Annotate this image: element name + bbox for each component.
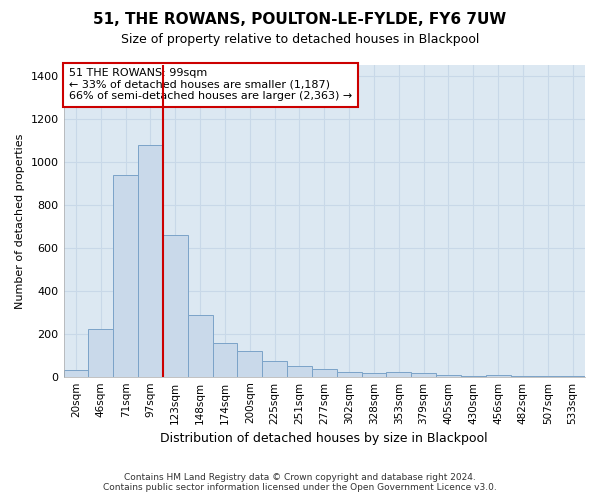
Text: Contains HM Land Registry data © Crown copyright and database right 2024.
Contai: Contains HM Land Registry data © Crown c…	[103, 473, 497, 492]
Bar	[386, 372, 411, 376]
X-axis label: Distribution of detached houses by size in Blackpool: Distribution of detached houses by size …	[160, 432, 488, 445]
Bar	[113, 174, 138, 376]
Bar	[163, 235, 188, 376]
Y-axis label: Number of detached properties: Number of detached properties	[15, 133, 25, 308]
Bar	[337, 372, 362, 376]
Bar	[436, 375, 461, 376]
Bar	[411, 374, 436, 376]
Bar	[287, 366, 312, 376]
Bar	[138, 144, 163, 376]
Bar	[362, 374, 386, 376]
Bar	[312, 369, 337, 376]
Bar	[88, 330, 113, 376]
Bar	[485, 375, 511, 376]
Bar	[262, 360, 287, 376]
Bar	[64, 370, 88, 376]
Bar	[212, 344, 238, 376]
Text: 51, THE ROWANS, POULTON-LE-FYLDE, FY6 7UW: 51, THE ROWANS, POULTON-LE-FYLDE, FY6 7U…	[94, 12, 506, 28]
Bar	[238, 351, 262, 376]
Bar	[188, 316, 212, 376]
Text: 51 THE ROWANS: 99sqm
← 33% of detached houses are smaller (1,187)
66% of semi-de: 51 THE ROWANS: 99sqm ← 33% of detached h…	[69, 68, 352, 102]
Text: Size of property relative to detached houses in Blackpool: Size of property relative to detached ho…	[121, 32, 479, 46]
